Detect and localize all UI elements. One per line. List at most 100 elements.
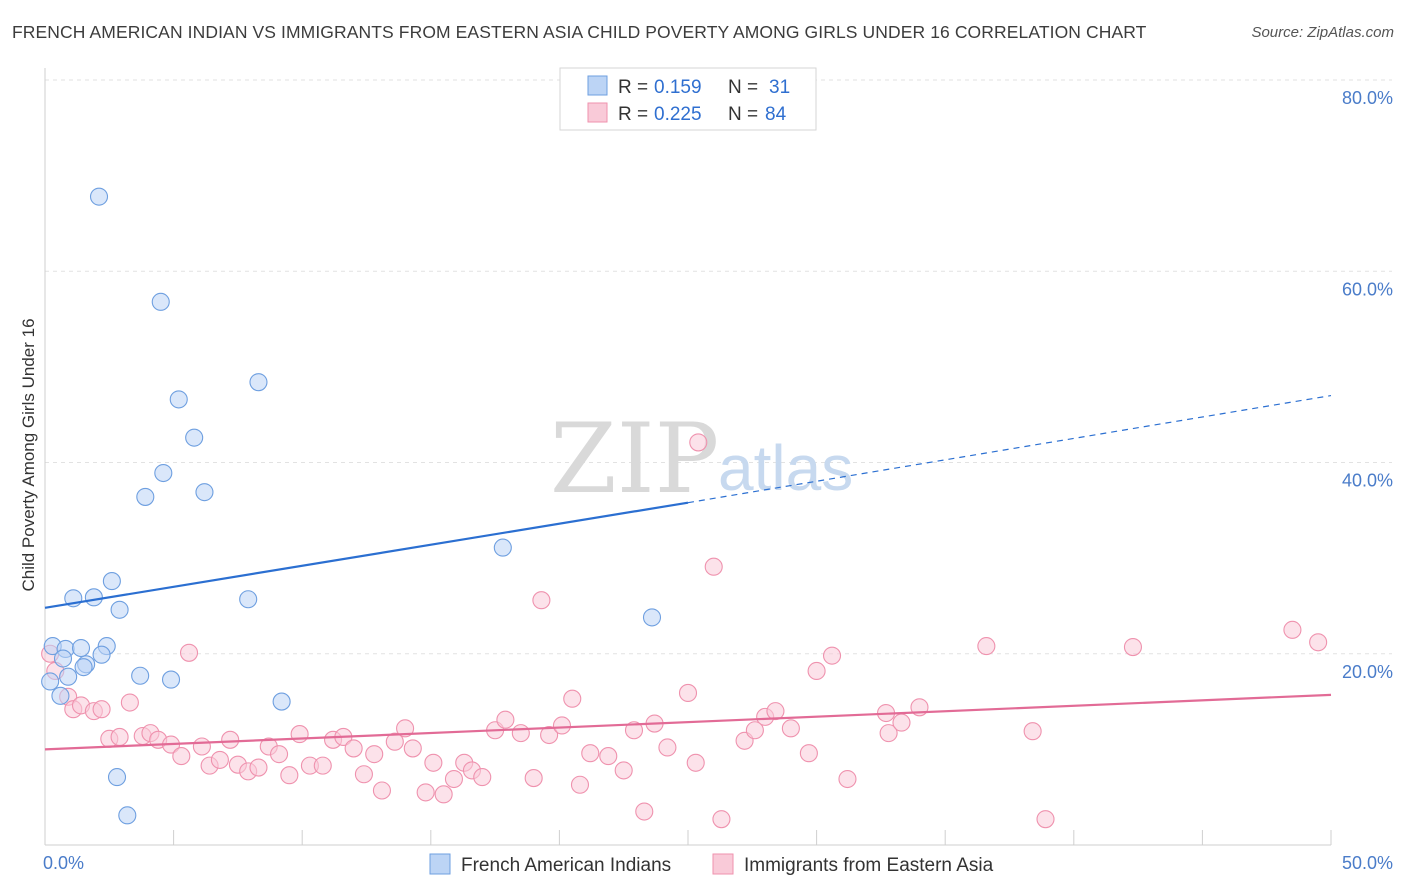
data-point [540, 725, 559, 745]
legend-r-label-1: R = [618, 77, 648, 98]
data-point [624, 721, 644, 740]
y-tick-label: 20.0% [1342, 662, 1393, 682]
data-point [1309, 633, 1328, 652]
data-point [92, 645, 111, 664]
data-point [365, 745, 384, 764]
data-point [511, 724, 530, 743]
data-point [51, 686, 70, 705]
legend-r-value-2: 0.225 [654, 104, 702, 125]
data-point [781, 719, 800, 738]
gridlines [45, 79, 1392, 655]
data-point [118, 806, 137, 825]
legend-n-label-1: N = [728, 77, 758, 98]
data-point [372, 781, 391, 800]
data-point [570, 775, 590, 794]
data-point [416, 783, 435, 802]
data-point [524, 769, 543, 788]
data-point [614, 761, 633, 780]
data-point [385, 732, 404, 751]
data-point [977, 637, 996, 656]
data-point [154, 463, 173, 483]
data-point [41, 672, 60, 691]
data-point [1023, 722, 1042, 741]
x-tick-marks [173, 830, 1332, 845]
data-point [110, 727, 129, 746]
data-point [131, 666, 150, 685]
data-point [53, 649, 73, 668]
data-point [1283, 620, 1302, 639]
data-point [766, 702, 785, 721]
data-point [563, 689, 582, 708]
data-point [151, 292, 170, 311]
legend-r-label-2: R = [618, 104, 648, 125]
trend-lines [44, 394, 1332, 751]
legend-r-value-1: 0.159 [654, 77, 702, 98]
data-point [280, 766, 299, 785]
legend-n-value-2: 84 [765, 104, 787, 125]
series-legend: French American Indians Immigrants from … [429, 853, 994, 876]
data-point [822, 646, 842, 665]
y-tick-label: 60.0% [1342, 279, 1393, 299]
legend-n-label-2: N = [728, 104, 758, 125]
data-point [642, 608, 662, 627]
data-point [249, 373, 268, 392]
data-point [107, 768, 127, 787]
data-point [424, 753, 443, 772]
data-point [473, 768, 492, 787]
data-point [434, 785, 453, 804]
data-point [892, 713, 911, 732]
data-point [179, 643, 199, 662]
watermark-atlas: atlas [718, 432, 853, 504]
data-point [136, 487, 155, 506]
data-point [92, 700, 111, 719]
data-point [249, 758, 268, 777]
data-point [110, 600, 129, 619]
legend-swatch-pink [587, 102, 608, 123]
data-point [1036, 810, 1055, 829]
data-point [102, 572, 121, 591]
data-point [272, 692, 291, 711]
data-point [496, 710, 515, 729]
data-point [290, 725, 309, 744]
trend-line-series-1 [44, 693, 1332, 751]
data-point [59, 667, 78, 686]
data-point [270, 745, 289, 764]
data-point [581, 744, 600, 763]
data-point [686, 753, 705, 772]
y-tick-label: 40.0% [1342, 471, 1393, 491]
data-point [635, 802, 654, 821]
legend-n-value-1: 31 [769, 77, 790, 98]
data-point [84, 588, 103, 607]
bottom-legend-label-1: French American Indians [461, 855, 671, 876]
data-point [210, 750, 229, 769]
data-point [195, 483, 214, 502]
data-point [745, 721, 764, 740]
data-point [161, 670, 181, 689]
data-point [1123, 638, 1143, 657]
data-point [221, 730, 240, 749]
x-tick-labels: 0.0% 50.0% [43, 853, 1393, 873]
data-point [493, 538, 512, 557]
correlation-legend: R = 0.159 N = 31 R = 0.225 N = 84 [559, 67, 817, 131]
y-axis-label: Child Poverty Among Girls Under 16 [19, 318, 38, 591]
legend-swatch-blue [587, 75, 608, 96]
data-point [658, 738, 677, 757]
data-point [838, 769, 857, 789]
data-point [192, 737, 211, 756]
data-point [354, 765, 373, 784]
y-tick-labels: 20.0% 40.0% 60.0% 80.0% [1342, 88, 1393, 682]
data-point [169, 390, 188, 409]
data-point [185, 428, 204, 447]
data-point [807, 661, 826, 681]
x-tick-label: 0.0% [43, 853, 84, 873]
data-point [396, 719, 415, 738]
x-tick-label: 50.0% [1342, 853, 1393, 873]
chart-source: Source: ZipAtlas.com [1251, 24, 1394, 41]
series-french-american-indians-points [41, 187, 662, 825]
zipatlas-watermark: ZIP atlas [550, 403, 853, 515]
data-point [532, 591, 551, 610]
data-point [599, 747, 618, 766]
data-point [313, 756, 332, 775]
data-point [344, 739, 363, 758]
data-point [799, 744, 818, 763]
